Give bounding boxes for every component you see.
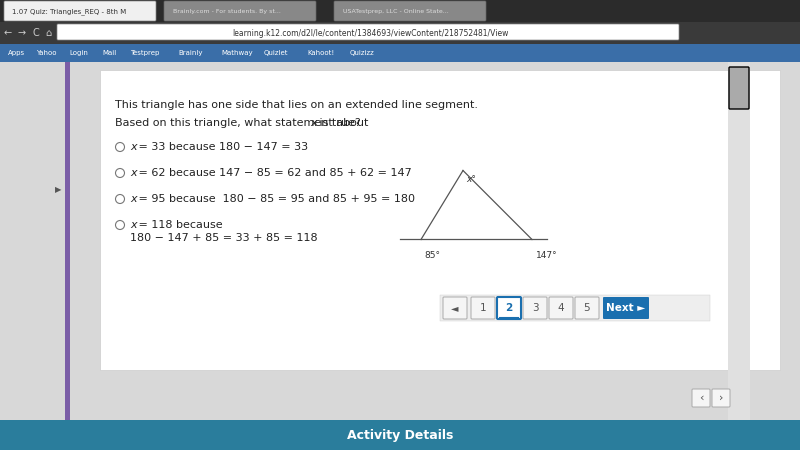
- Text: x°: x°: [466, 176, 476, 184]
- Text: 180 − 147 + 85 = 33 + 85 = 118: 180 − 147 + 85 = 33 + 85 = 118: [130, 233, 318, 243]
- Text: USATestprep, LLC - Online State...: USATestprep, LLC - Online State...: [343, 9, 449, 14]
- Text: C: C: [33, 28, 39, 38]
- Text: 85°: 85°: [424, 252, 440, 261]
- FancyBboxPatch shape: [497, 297, 521, 319]
- Bar: [0, 420, 800, 450]
- Text: Quizizz: Quizizz: [350, 50, 374, 56]
- Bar: [0, 0, 800, 22]
- Bar: [728, 62, 750, 420]
- Text: Quizlet: Quizlet: [264, 50, 289, 56]
- FancyBboxPatch shape: [712, 389, 730, 407]
- Text: x: x: [130, 142, 137, 152]
- FancyBboxPatch shape: [549, 297, 573, 319]
- FancyBboxPatch shape: [603, 297, 649, 319]
- Text: Kahoot!: Kahoot!: [307, 50, 334, 56]
- Text: 2: 2: [506, 303, 513, 313]
- Text: Apps: Apps: [8, 50, 25, 56]
- Text: ←: ←: [4, 28, 12, 38]
- Text: learning.k12.com/d2l/le/content/1384693/viewContent/218752481/View: learning.k12.com/d2l/le/content/1384693/…: [232, 28, 508, 37]
- Text: = 95 because  180 − 85 = 95 and 85 + 95 = 180: = 95 because 180 − 85 = 95 and 85 + 95 =…: [135, 194, 415, 204]
- Text: This triangle has one side that lies on an extended line segment.: This triangle has one side that lies on …: [115, 100, 478, 110]
- Text: 4: 4: [558, 303, 564, 313]
- FancyBboxPatch shape: [575, 297, 599, 319]
- Text: Activity Details: Activity Details: [347, 428, 453, 441]
- Text: x: x: [130, 194, 137, 204]
- Bar: [440, 295, 710, 321]
- Bar: [0, 44, 800, 62]
- Text: 1: 1: [480, 303, 486, 313]
- Text: 1.07 Quiz: Triangles_REQ - 8th M: 1.07 Quiz: Triangles_REQ - 8th M: [12, 9, 126, 15]
- FancyBboxPatch shape: [443, 297, 467, 319]
- Text: →: →: [18, 28, 26, 38]
- FancyBboxPatch shape: [57, 24, 679, 40]
- FancyBboxPatch shape: [729, 67, 749, 109]
- Text: x: x: [130, 168, 137, 178]
- Text: Brainly: Brainly: [178, 50, 202, 56]
- FancyBboxPatch shape: [334, 1, 486, 21]
- Bar: [65, 62, 70, 420]
- Text: Based on this triangle, what statement about: Based on this triangle, what statement a…: [115, 118, 372, 128]
- Bar: [0, 62, 800, 420]
- Text: 5: 5: [584, 303, 590, 313]
- FancyBboxPatch shape: [164, 1, 316, 21]
- Text: ◄: ◄: [451, 303, 458, 313]
- Text: Mail: Mail: [102, 50, 116, 56]
- Text: Mathway: Mathway: [221, 50, 253, 56]
- FancyBboxPatch shape: [4, 1, 156, 21]
- FancyBboxPatch shape: [471, 297, 495, 319]
- FancyBboxPatch shape: [523, 297, 547, 319]
- Text: = 62 because 147 − 85 = 62 and 85 + 62 = 147: = 62 because 147 − 85 = 62 and 85 + 62 =…: [135, 168, 412, 178]
- Text: ‹: ‹: [698, 393, 703, 403]
- Text: = 118 because: = 118 because: [135, 220, 222, 230]
- Text: x: x: [130, 220, 137, 230]
- FancyBboxPatch shape: [692, 389, 710, 407]
- Text: ›: ›: [719, 393, 723, 403]
- Bar: [0, 22, 800, 44]
- Text: Yahoo: Yahoo: [36, 50, 57, 56]
- Text: Testprep: Testprep: [130, 50, 159, 56]
- Text: Login: Login: [69, 50, 88, 56]
- Bar: [100, 70, 780, 370]
- Text: = 33 because 180 − 147 = 33: = 33 because 180 − 147 = 33: [135, 142, 308, 152]
- Text: 3: 3: [532, 303, 538, 313]
- Text: ▶: ▶: [54, 185, 62, 194]
- Text: x: x: [310, 118, 318, 128]
- Text: ⌂: ⌂: [45, 28, 51, 38]
- Text: is true?: is true?: [316, 118, 361, 128]
- Text: 147°: 147°: [536, 252, 558, 261]
- Text: Next ►: Next ►: [606, 303, 646, 313]
- Text: Brainly.com - For students. By st...: Brainly.com - For students. By st...: [173, 9, 281, 14]
